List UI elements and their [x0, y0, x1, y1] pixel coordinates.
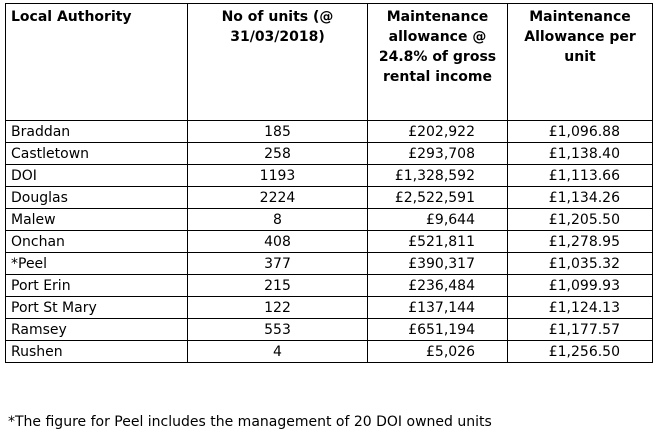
cell-local-authority: *Peel — [5, 252, 188, 275]
table-row: Port Erin 215 £236,484 £1,099.93 — [5, 274, 653, 297]
table-body: Braddan 185 £202,922 £1,096.88 Castletow… — [5, 120, 653, 363]
cell-allowance-per-unit: £1,278.95 — [507, 230, 653, 253]
cell-no-of-units: 408 — [187, 230, 368, 253]
table-row: Port St Mary 122 £137,144 £1,124.13 — [5, 296, 653, 319]
cell-allowance-per-unit: £1,205.50 — [507, 208, 653, 231]
cell-maintenance-allowance: £521,811 — [367, 230, 508, 253]
table-row: Castletown 258 £293,708 £1,138.40 — [5, 142, 653, 165]
table-row: *Peel 377 £390,317 £1,035.32 — [5, 252, 653, 275]
table-row: Malew 8 £9,644 £1,205.50 — [5, 208, 653, 231]
cell-no-of-units: 258 — [187, 142, 368, 165]
cell-local-authority: Rushen — [5, 340, 188, 363]
cell-local-authority: Malew — [5, 208, 188, 231]
table-row: Rushen 4 £5,026 £1,256.50 — [5, 340, 653, 363]
cell-maintenance-allowance: £5,026 — [367, 340, 508, 363]
header-local-authority: Local Authority — [5, 3, 188, 121]
table-row: Braddan 185 £202,922 £1,096.88 — [5, 120, 653, 143]
cell-no-of-units: 8 — [187, 208, 368, 231]
cell-no-of-units: 185 — [187, 120, 368, 143]
cell-local-authority: Douglas — [5, 186, 188, 209]
cell-allowance-per-unit: £1,035.32 — [507, 252, 653, 275]
cell-maintenance-allowance: £1,328,592 — [367, 164, 508, 187]
cell-allowance-per-unit: £1,138.40 — [507, 142, 653, 165]
header-maintenance-allowance: Maintenance allowance @ 24.8% of gross r… — [367, 3, 508, 121]
cell-allowance-per-unit: £1,177.57 — [507, 318, 653, 341]
cell-maintenance-allowance: £202,922 — [367, 120, 508, 143]
cell-local-authority: Braddan — [5, 120, 188, 143]
cell-no-of-units: 122 — [187, 296, 368, 319]
cell-no-of-units: 4 — [187, 340, 368, 363]
header-allowance-per-unit: Maintenance Allowance per unit — [507, 3, 653, 121]
cell-maintenance-allowance: £9,644 — [367, 208, 508, 231]
header-row: Local Authority No of units (@ 31/03/201… — [5, 3, 653, 121]
cell-local-authority: Castletown — [5, 142, 188, 165]
cell-local-authority: DOI — [5, 164, 188, 187]
table-header: Local Authority No of units (@ 31/03/201… — [5, 3, 653, 121]
cell-allowance-per-unit: £1,113.66 — [507, 164, 653, 187]
cell-no-of-units: 377 — [187, 252, 368, 275]
cell-allowance-per-unit: £1,099.93 — [507, 274, 653, 297]
cell-maintenance-allowance: £293,708 — [367, 142, 508, 165]
footnote: *The figure for Peel includes the manage… — [8, 414, 492, 430]
table-row: Ramsey 553 £651,194 £1,177.57 — [5, 318, 653, 341]
cell-no-of-units: 553 — [187, 318, 368, 341]
cell-no-of-units: 215 — [187, 274, 368, 297]
cell-maintenance-allowance: £236,484 — [367, 274, 508, 297]
cell-no-of-units: 1193 — [187, 164, 368, 187]
cell-local-authority: Ramsey — [5, 318, 188, 341]
table-row: DOI 1193 £1,328,592 £1,113.66 — [5, 164, 653, 187]
cell-maintenance-allowance: £2,522,591 — [367, 186, 508, 209]
cell-no-of-units: 2224 — [187, 186, 368, 209]
cell-maintenance-allowance: £137,144 — [367, 296, 508, 319]
cell-maintenance-allowance: £390,317 — [367, 252, 508, 275]
cell-local-authority: Onchan — [5, 230, 188, 253]
cell-allowance-per-unit: £1,256.50 — [507, 340, 653, 363]
cell-local-authority: Port Erin — [5, 274, 188, 297]
cell-maintenance-allowance: £651,194 — [367, 318, 508, 341]
cell-allowance-per-unit: £1,134.26 — [507, 186, 653, 209]
cell-allowance-per-unit: £1,124.13 — [507, 296, 653, 319]
cell-local-authority: Port St Mary — [5, 296, 188, 319]
table-row: Onchan 408 £521,811 £1,278.95 — [5, 230, 653, 253]
cell-allowance-per-unit: £1,096.88 — [507, 120, 653, 143]
header-no-of-units: No of units (@ 31/03/2018) — [187, 3, 368, 121]
maintenance-allowance-table: Local Authority No of units (@ 31/03/201… — [5, 3, 653, 363]
table-row: Douglas 2224 £2,522,591 £1,134.26 — [5, 186, 653, 209]
